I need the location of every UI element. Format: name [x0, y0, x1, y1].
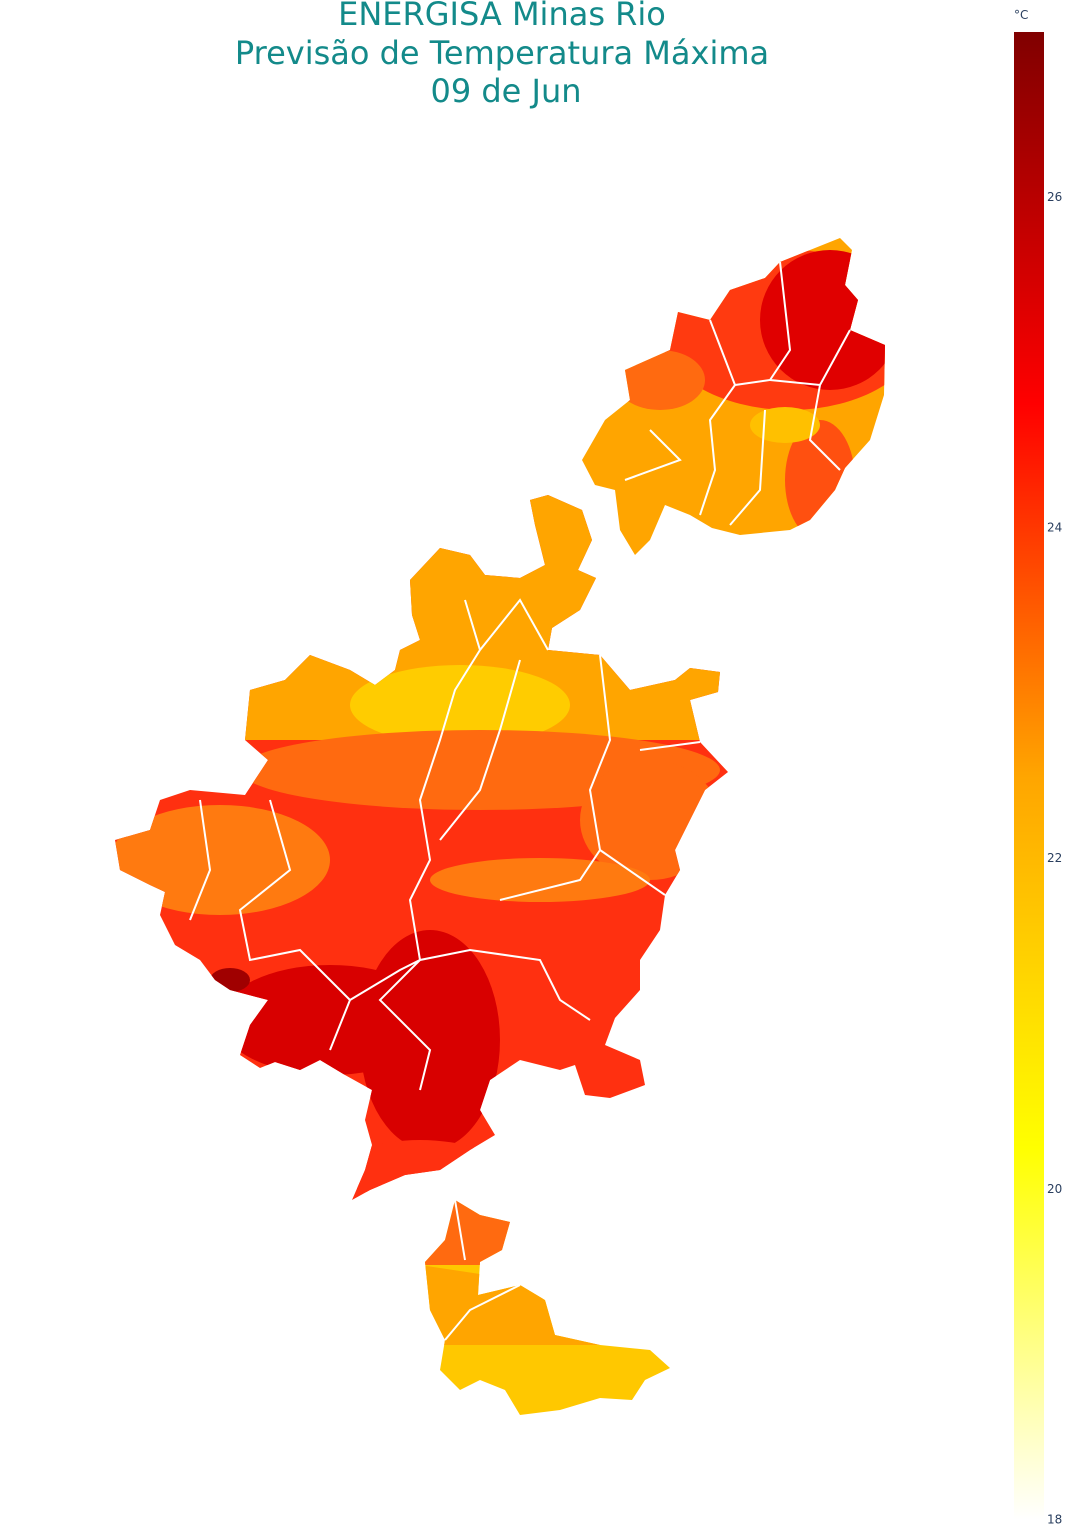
title-line: Previsão de Temperatura Máxima	[235, 34, 769, 72]
colorbar-tick-label: 26	[1047, 190, 1062, 204]
colorbar	[1014, 32, 1044, 1520]
region-northeast	[582, 238, 885, 555]
colorbar-title: °C	[1014, 8, 1028, 22]
colorbar-tick-label: 24	[1047, 521, 1062, 535]
colorbar-tick-label: 22	[1047, 851, 1062, 865]
title-line: ENERGISA Minas Rio	[338, 0, 666, 33]
region-main	[115, 495, 728, 1200]
municipality-borders	[189, 261, 851, 1341]
title-line: 09 de Jun	[430, 72, 581, 110]
colorbar-tick-label: 20	[1047, 1182, 1062, 1196]
colorbar-tick-label: 18	[1047, 1513, 1062, 1527]
